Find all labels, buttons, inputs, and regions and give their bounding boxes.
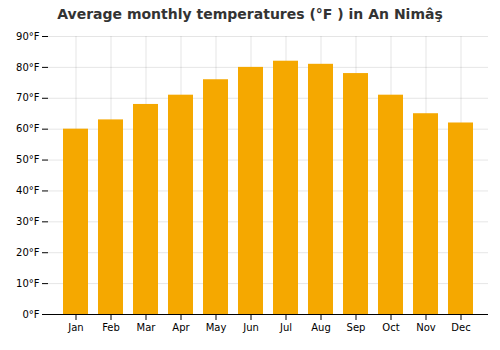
svg-text:30°F: 30°F xyxy=(16,216,40,227)
svg-text:Jul: Jul xyxy=(279,322,292,333)
svg-text:Jan: Jan xyxy=(67,322,83,333)
svg-text:Oct: Oct xyxy=(382,322,399,333)
svg-text:Feb: Feb xyxy=(102,322,120,333)
svg-text:Nov: Nov xyxy=(416,322,436,333)
svg-text:Aug: Aug xyxy=(311,322,331,333)
svg-text:50°F: 50°F xyxy=(16,154,40,165)
svg-text:Sep: Sep xyxy=(347,322,366,333)
svg-text:0°F: 0°F xyxy=(22,309,39,320)
svg-text:May: May xyxy=(206,322,227,333)
svg-text:20°F: 20°F xyxy=(16,247,40,258)
svg-text:Mar: Mar xyxy=(137,322,157,333)
svg-text:40°F: 40°F xyxy=(16,185,40,196)
svg-text:80°F: 80°F xyxy=(16,62,40,73)
svg-text:Jun: Jun xyxy=(242,322,259,333)
svg-text:90°F: 90°F xyxy=(16,31,40,42)
svg-text:10°F: 10°F xyxy=(16,278,40,289)
svg-text:Dec: Dec xyxy=(451,322,470,333)
svg-text:70°F: 70°F xyxy=(16,92,40,103)
svg-text:60°F: 60°F xyxy=(16,123,40,134)
svg-text:Apr: Apr xyxy=(172,322,190,333)
html-text:Average monthly temperatures (: Average monthly temperatures (°F ) in An… xyxy=(57,6,443,22)
